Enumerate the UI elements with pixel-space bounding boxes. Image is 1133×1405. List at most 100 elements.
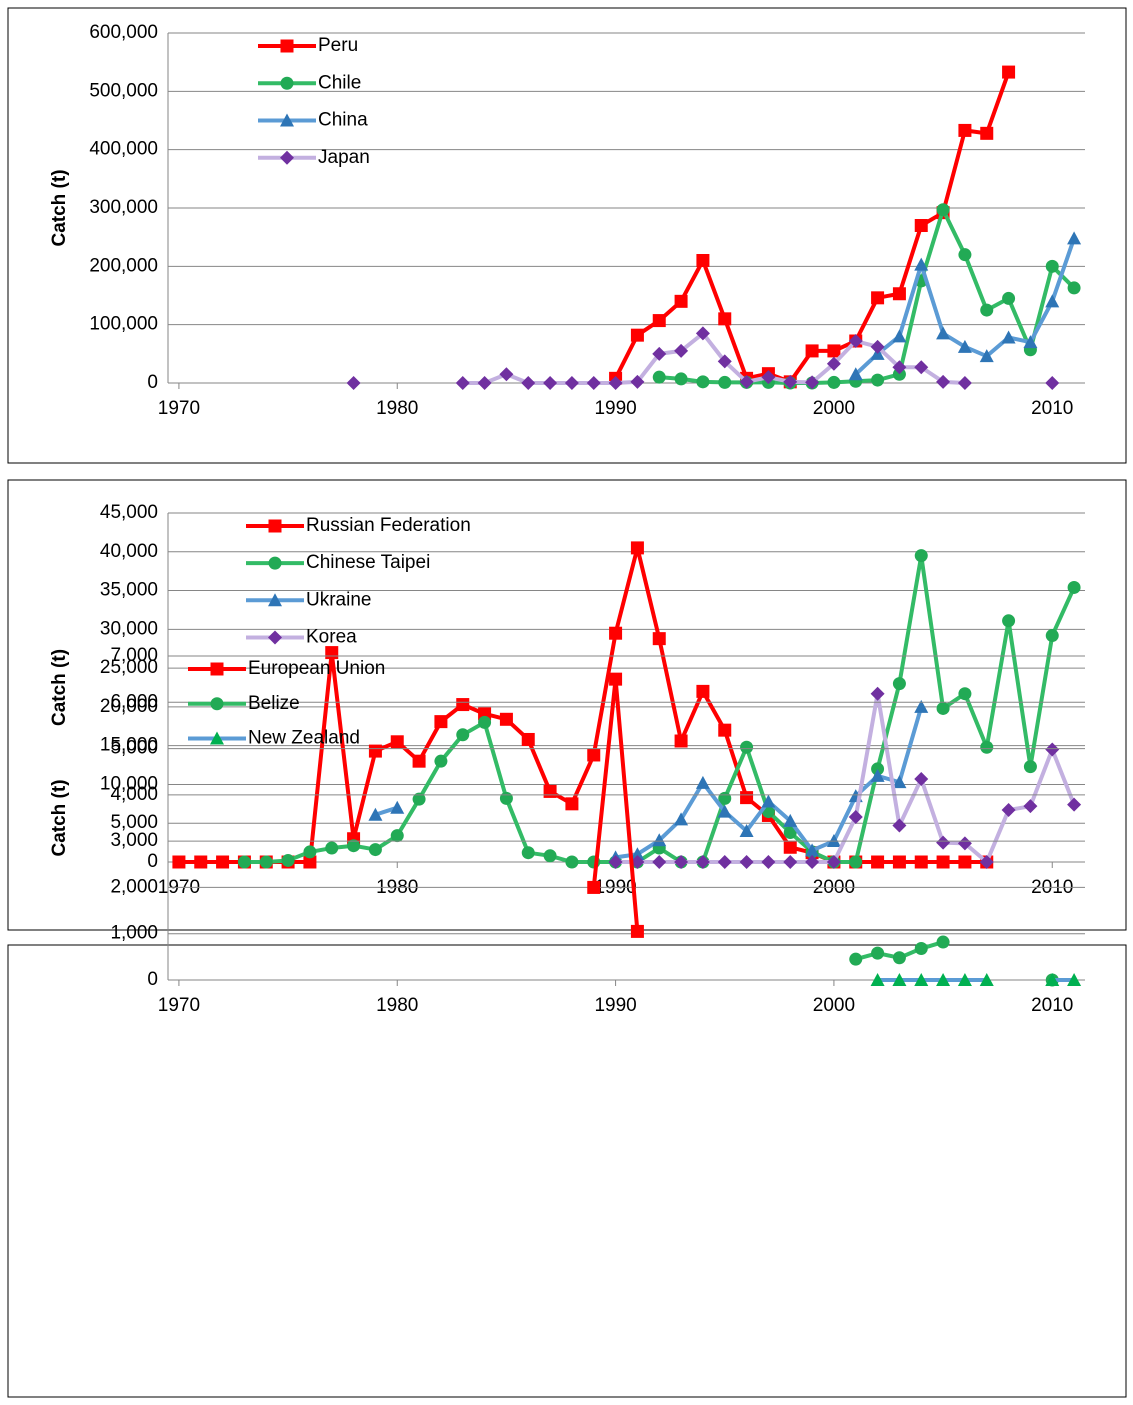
marker [805, 375, 820, 390]
y-tick-label: 400,000 [89, 139, 158, 160]
marker [237, 855, 251, 869]
marker [630, 374, 645, 389]
marker [521, 732, 535, 746]
marker [499, 367, 514, 382]
y-tick-label: 0 [147, 969, 158, 990]
marker [936, 326, 951, 340]
marker [630, 541, 644, 555]
legend-label: New Zealand [248, 728, 360, 749]
marker [216, 855, 230, 869]
legend-marker [280, 150, 294, 165]
marker [958, 123, 972, 137]
y-tick-label: 0 [147, 372, 158, 393]
marker [870, 686, 885, 701]
marker [1045, 376, 1060, 390]
y-tick-label: 15,000 [100, 735, 158, 756]
marker [848, 810, 863, 825]
legend-marker [210, 731, 224, 745]
marker [936, 701, 950, 715]
marker [609, 672, 623, 686]
marker [695, 855, 710, 869]
y-tick-label: 30,000 [100, 618, 158, 639]
marker [979, 349, 994, 363]
marker [390, 829, 404, 843]
marker [565, 797, 579, 811]
marker [914, 973, 929, 986]
marker [587, 748, 601, 762]
marker [805, 344, 819, 358]
marker [761, 855, 776, 869]
marker [718, 312, 732, 326]
legend-label: Japan [318, 147, 370, 168]
marker [980, 126, 994, 140]
marker [434, 715, 448, 729]
marker [609, 626, 623, 640]
legend-label: European Union [248, 658, 385, 679]
marker [980, 740, 994, 754]
marker [783, 840, 797, 854]
marker [826, 356, 841, 371]
marker [936, 203, 950, 217]
legend-marker [210, 697, 224, 711]
marker [914, 257, 929, 271]
y-tick-label: 1,000 [110, 923, 158, 944]
x-tick-label: 1970 [158, 398, 200, 419]
legend-label: Peru [318, 35, 358, 56]
marker [849, 952, 863, 966]
marker [718, 723, 732, 737]
y-tick-label: 20,000 [100, 696, 158, 717]
marker [871, 373, 885, 387]
marker [368, 744, 382, 758]
marker [674, 294, 688, 308]
marker [434, 754, 448, 768]
legend-label: Russian Federation [306, 515, 471, 536]
marker [696, 684, 710, 698]
marker [564, 376, 579, 390]
legend-marker [280, 39, 294, 53]
marker [739, 374, 754, 389]
marker [368, 807, 383, 821]
y-tick-label: 45,000 [100, 502, 158, 523]
marker [1045, 742, 1060, 757]
marker [456, 728, 470, 742]
marker [892, 775, 907, 789]
marker [1023, 799, 1038, 814]
x-tick-label: 1980 [376, 398, 418, 419]
chart-frame [7, 944, 1127, 1398]
marker [827, 344, 841, 358]
marker [826, 855, 841, 869]
legend-marker [268, 593, 282, 607]
marker [936, 935, 950, 949]
marker [892, 360, 907, 375]
marker [696, 375, 710, 389]
marker [783, 826, 797, 840]
marker [674, 734, 688, 748]
marker [914, 942, 928, 956]
chart: 0 100,000 200,000 300,000 400,000 500,000 600,… [7, 7, 1127, 464]
y-tick-label: 500,000 [89, 80, 158, 101]
marker [695, 775, 710, 789]
marker [740, 740, 754, 754]
marker [456, 698, 470, 712]
x-tick-label: 1990 [594, 398, 636, 419]
marker [1067, 797, 1082, 812]
marker [543, 849, 557, 863]
marker [521, 376, 536, 390]
marker [303, 845, 317, 859]
marker [259, 855, 273, 869]
marker [783, 813, 798, 827]
marker [1045, 973, 1060, 986]
marker [979, 855, 994, 869]
chart: 0 1,000 2,000 3,000 4,000 5,000 6,000 7,000 1970… [7, 645, 1127, 1398]
marker [761, 370, 776, 385]
marker [1067, 281, 1081, 295]
marker [630, 855, 645, 869]
marker [412, 792, 426, 806]
marker [630, 328, 644, 342]
y-tick-label: 200,000 [89, 255, 158, 276]
marker [739, 823, 754, 837]
marker [783, 855, 798, 869]
marker [717, 804, 732, 818]
marker [914, 772, 929, 787]
